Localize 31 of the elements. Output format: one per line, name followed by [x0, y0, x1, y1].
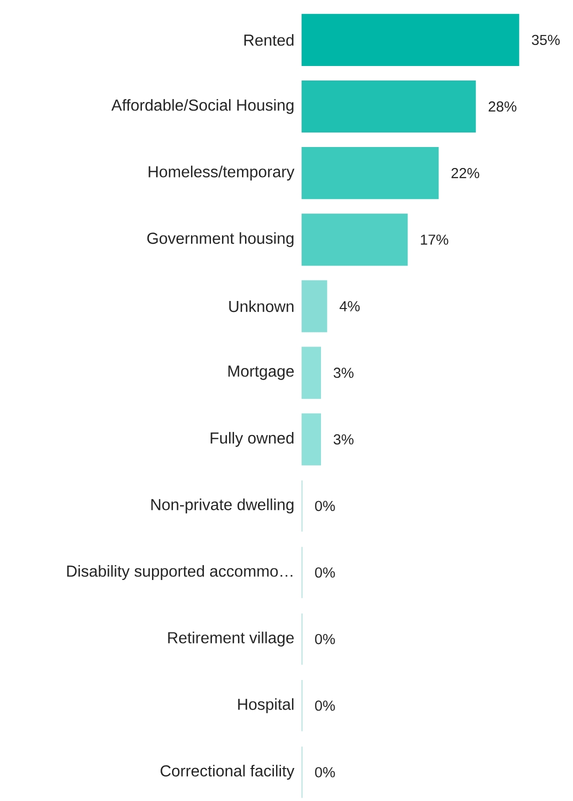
- bar: [302, 80, 476, 133]
- bar: [302, 14, 520, 66]
- data-label: 22%: [452, 168, 480, 178]
- bar: [302, 214, 408, 266]
- y-tick-label: Affordable/Social Housing: [111, 99, 294, 114]
- data-label: 0%: [315, 767, 335, 778]
- y-tick-label: Non-private dwelling: [151, 498, 294, 514]
- data-label: 17%: [420, 234, 448, 245]
- data-label: 0%: [315, 500, 335, 512]
- bar: [302, 346, 321, 399]
- data-label: 3%: [334, 434, 354, 444]
- y-tick-label: Homeless/temporary: [148, 166, 294, 181]
- bar: [302, 280, 328, 332]
- data-label: 0%: [315, 700, 335, 711]
- y-tick-label: Disability supported accommo…: [67, 565, 292, 580]
- y-tick-label: Hospital: [238, 698, 294, 714]
- bar: [302, 413, 321, 466]
- data-label: 3%: [334, 368, 354, 378]
- data-label: 35%: [532, 34, 560, 46]
- data-label: 28%: [488, 101, 516, 112]
- y-tick-label: Government housing: [147, 232, 294, 248]
- y-tick-label: Retirement village: [168, 632, 294, 647]
- y-tick-label: Rented: [244, 34, 294, 46]
- y-tick-label: Unknown: [229, 300, 294, 312]
- data-label: 4%: [340, 301, 360, 312]
- data-label: 0%: [315, 634, 335, 644]
- y-tick-label: Mortgage: [228, 366, 294, 380]
- bar: [302, 147, 439, 200]
- data-label: 0%: [315, 567, 335, 578]
- y-tick-label: Fully owned: [210, 432, 294, 447]
- y-tick-label: Correctional facility: [160, 764, 294, 780]
